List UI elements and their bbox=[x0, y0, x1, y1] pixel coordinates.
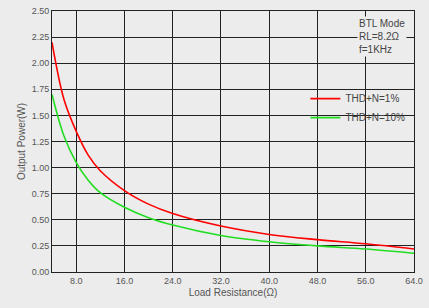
svg-text:THD+N=1%: THD+N=1% bbox=[345, 93, 399, 104]
svg-text:0.75: 0.75 bbox=[32, 189, 50, 199]
svg-text:2.50: 2.50 bbox=[32, 6, 50, 16]
svg-text:2.25: 2.25 bbox=[32, 32, 50, 42]
svg-text:0.50: 0.50 bbox=[32, 215, 50, 225]
svg-text:8.0: 8.0 bbox=[70, 276, 83, 286]
svg-text:2.00: 2.00 bbox=[32, 58, 50, 68]
svg-text:40.0: 40.0 bbox=[260, 276, 278, 286]
svg-text:16.0: 16.0 bbox=[116, 276, 134, 286]
svg-text:24.0: 24.0 bbox=[164, 276, 182, 286]
svg-text:THD+N=10%: THD+N=10% bbox=[345, 112, 405, 123]
svg-text:64.0: 64.0 bbox=[405, 276, 423, 286]
svg-text:32.0: 32.0 bbox=[212, 276, 230, 286]
svg-text:1.25: 1.25 bbox=[32, 137, 50, 147]
svg-text:0.00: 0.00 bbox=[32, 267, 50, 277]
svg-text:56.0: 56.0 bbox=[357, 276, 375, 286]
svg-text:0.25: 0.25 bbox=[32, 241, 50, 251]
svg-text:Output Power(W): Output Power(W) bbox=[16, 103, 27, 180]
svg-text:BTL ModeRL=8.2Ωf=1KHz: BTL ModeRL=8.2Ωf=1KHz bbox=[359, 18, 405, 55]
svg-text:1.00: 1.00 bbox=[32, 163, 50, 173]
svg-text:1.50: 1.50 bbox=[32, 111, 50, 121]
svg-text:48.0: 48.0 bbox=[309, 276, 327, 286]
svg-text:1.75: 1.75 bbox=[32, 84, 50, 94]
svg-text:Load Resistance(Ω): Load Resistance(Ω) bbox=[189, 287, 278, 298]
